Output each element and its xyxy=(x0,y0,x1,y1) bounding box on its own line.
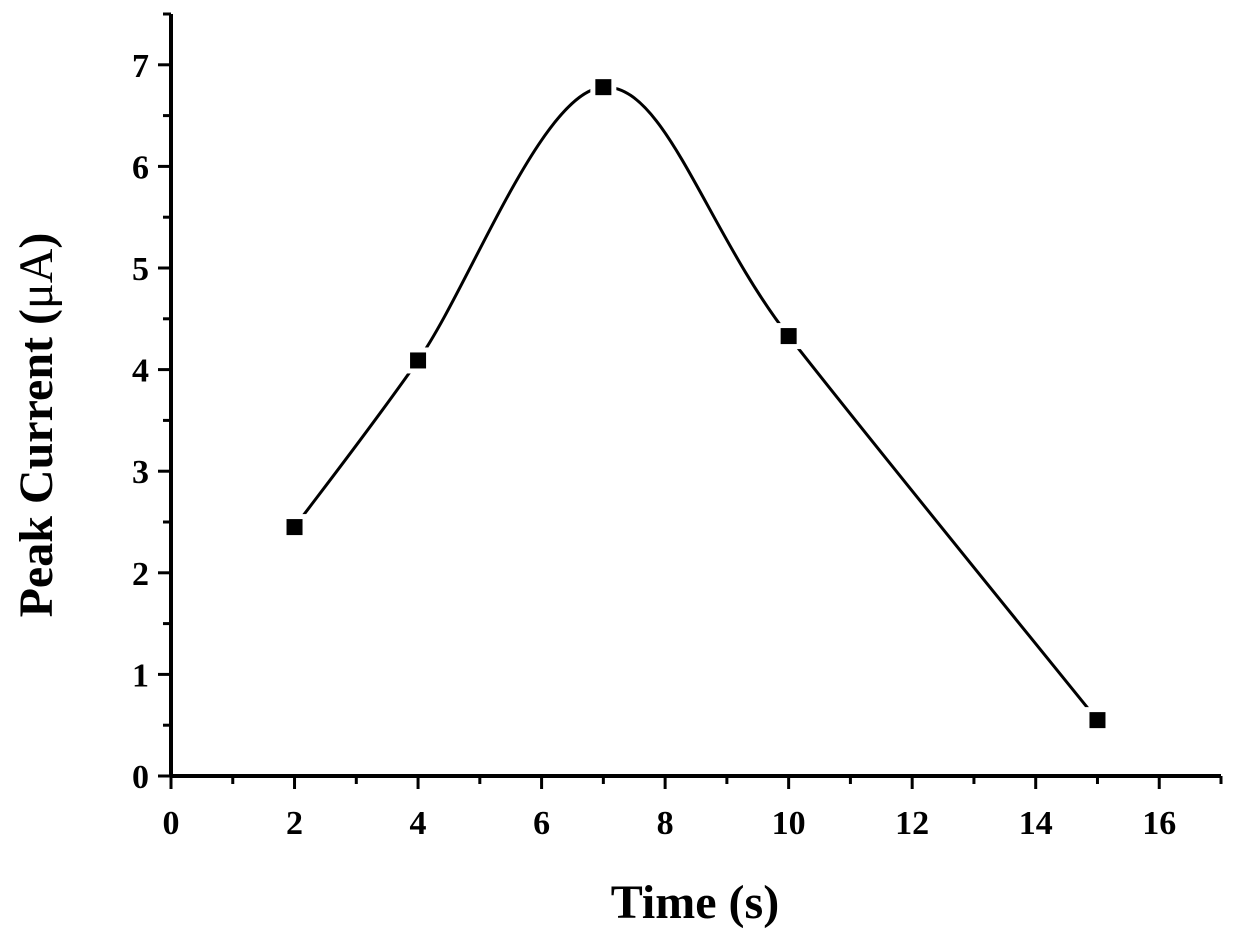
data-point-marker xyxy=(286,519,303,536)
series-line xyxy=(293,85,1099,722)
x-tick-label: 14 xyxy=(1019,805,1053,842)
x-tick-label: 12 xyxy=(895,805,929,842)
x-axis-title: Time (s) xyxy=(611,876,779,929)
y-tick-label: 2 xyxy=(132,556,149,593)
data-point-marker xyxy=(410,352,427,369)
y-tick-label: 7 xyxy=(132,48,149,85)
y-tick-label: 3 xyxy=(132,454,149,491)
x-tick-label: 10 xyxy=(772,805,806,842)
x-tick-label: 16 xyxy=(1142,805,1176,842)
x-tick-label: 6 xyxy=(533,805,550,842)
x-tick-label: 0 xyxy=(163,805,180,842)
x-tick-label: 8 xyxy=(657,805,674,842)
x-tick-label: 4 xyxy=(410,805,427,842)
y-axis-title: Peak Current (μA) xyxy=(10,233,63,618)
x-tick-label: 2 xyxy=(286,805,303,842)
y-tick-label: 5 xyxy=(132,251,149,288)
y-tick-label: 4 xyxy=(132,353,149,390)
data-point-marker xyxy=(780,328,797,345)
data-point-marker xyxy=(1089,712,1106,729)
axes xyxy=(169,14,1221,778)
y-axis-title-main: Peak Current ( xyxy=(10,309,63,617)
y-tick-label: 1 xyxy=(132,657,149,694)
markers-layer xyxy=(281,74,1111,734)
ticks xyxy=(158,12,1223,789)
y-axis-title-unit: μA xyxy=(10,248,63,309)
y-axis-title-close: ) xyxy=(10,233,63,249)
y-tick-label: 0 xyxy=(132,759,149,796)
data-point-marker xyxy=(595,79,612,96)
y-tick-label: 6 xyxy=(132,149,149,186)
series-line-layer xyxy=(293,85,1099,722)
